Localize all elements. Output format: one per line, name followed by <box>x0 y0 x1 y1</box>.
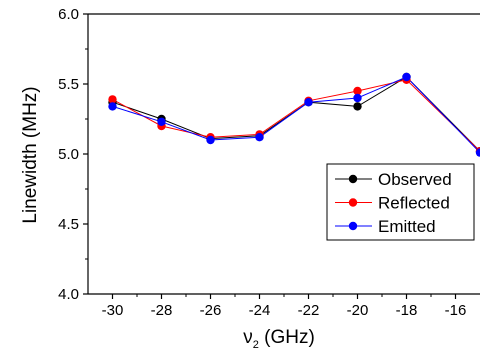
data-point-reflected <box>353 86 362 96</box>
data-point-emitted <box>475 148 480 157</box>
x-axis-unit: (GHz) <box>259 327 315 348</box>
data-point-emitted <box>402 72 411 82</box>
legend-label-emitted: Emitted <box>378 217 436 236</box>
legend-label-observed: Observed <box>378 170 452 189</box>
data-point-emitted <box>108 102 117 111</box>
data-point-emitted <box>157 117 166 127</box>
data-point-emitted <box>206 135 215 145</box>
axes: 4.0 4.5 5.0 5.5 6.0 -30 -28 -26 -24 -22 -20 -18 -16 <box>58 6 480 319</box>
y-tick-label: 4.5 <box>58 216 79 233</box>
y-tick-label: 4.0 <box>58 286 79 303</box>
data-point-emitted <box>255 133 264 142</box>
legend-label-reflected: Reflected <box>378 194 450 213</box>
legend: Observed Reflected Emitted <box>326 163 475 241</box>
y-tick-label: 5.5 <box>58 76 79 93</box>
x-tick-label: -24 <box>249 302 271 319</box>
x-tick-label: -28 <box>151 302 173 319</box>
x-tick-label: -18 <box>396 302 418 319</box>
series-line-observed <box>112 76 480 152</box>
x-tick-label: -30 <box>102 302 124 319</box>
x-tick-label: -20 <box>347 302 369 319</box>
x-axis-title: ν2 (GHz) <box>243 327 315 351</box>
legend-marker-emitted <box>348 221 358 231</box>
data-point-emitted <box>353 93 362 103</box>
x-tick-label: -22 <box>298 302 320 319</box>
series-line-emitted <box>112 76 480 153</box>
series-layer <box>108 72 480 157</box>
data-point-emitted <box>304 98 313 107</box>
x-tick-label: -16 <box>445 302 467 319</box>
y-tick-label: 6.0 <box>58 6 79 23</box>
series-line-reflected <box>112 79 480 152</box>
data-point-observed <box>353 102 362 111</box>
legend-marker-reflected <box>348 198 358 207</box>
x-tick-label: -26 <box>200 302 222 319</box>
legend-marker-observed <box>348 174 358 184</box>
y-tick-label: 5.0 <box>58 146 79 163</box>
data-point-reflected <box>108 95 117 104</box>
x-axis-subscript: 2 <box>253 339 259 351</box>
y-axis-title: Linewidth (MHz) <box>20 86 41 223</box>
x-axis-symbol: ν <box>243 327 253 348</box>
